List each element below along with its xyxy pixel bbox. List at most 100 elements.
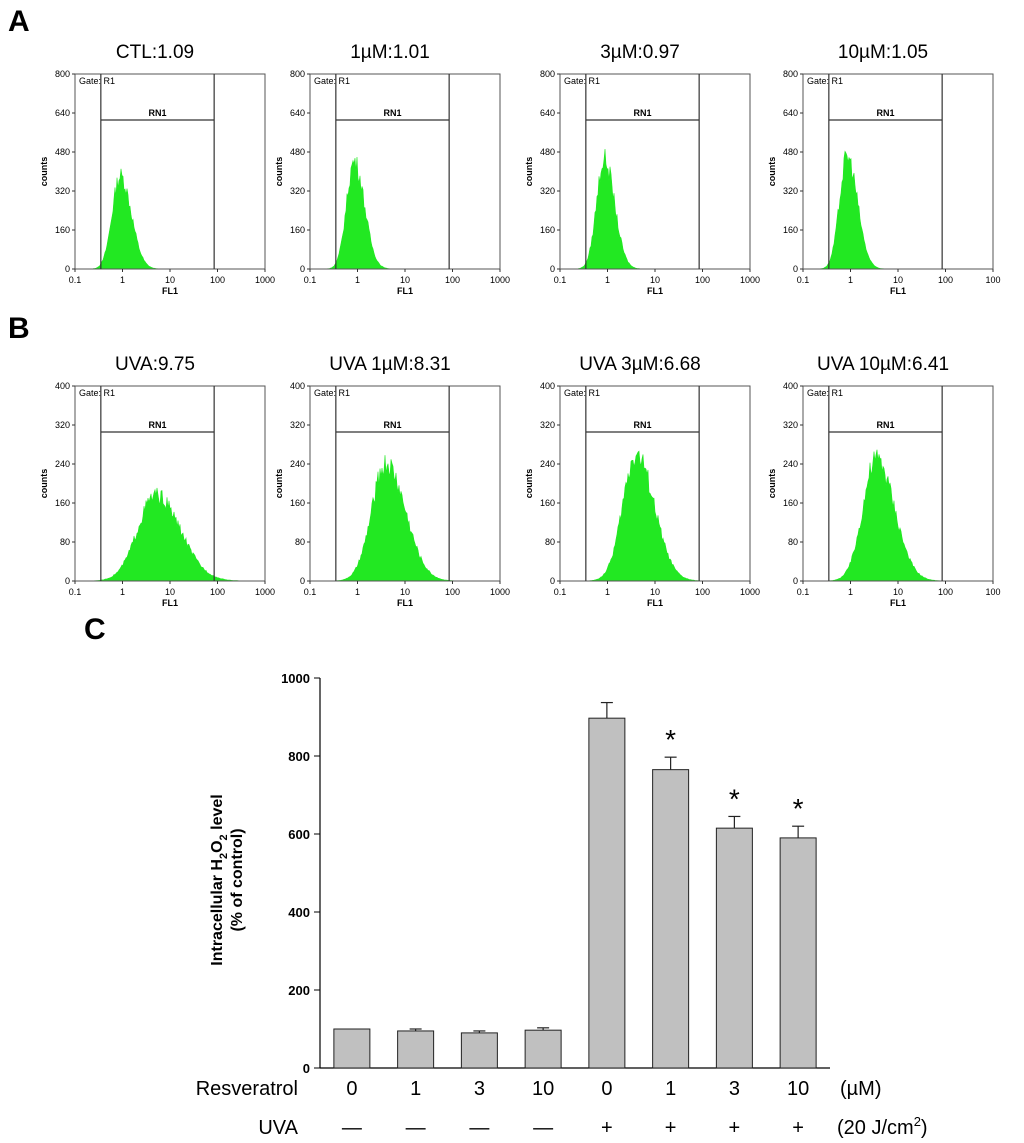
x-tick-label: 100: [210, 275, 225, 285]
y-tick-label: 0: [793, 264, 798, 274]
x-tick-label: 10: [165, 587, 175, 597]
y-tick-label: 160: [783, 225, 798, 235]
histogram-10um: 10µM:1.05 Gate: R1 RN1 0 160 320 480 640 800 0.1 1…: [758, 40, 1024, 305]
significance-marker: *: [665, 724, 676, 755]
histogram-plot: Gate: R1 RN1 0 160 320 480 640 800 0.1 1 10 100 1000…: [524, 69, 760, 296]
x-tick-label: 10: [400, 587, 410, 597]
x-tick-label: 1000: [255, 587, 275, 597]
y-tick-label: 640: [540, 108, 555, 118]
histogram-frame: [559, 73, 751, 270]
marker-label: RN1: [633, 108, 651, 118]
y-tick-label: 320: [540, 420, 555, 430]
y-tick-label: 800: [55, 69, 70, 79]
y-tick-label: 80: [295, 537, 305, 547]
histogram-distribution: [75, 168, 265, 270]
y-tick-label: 160: [290, 225, 305, 235]
category-label: 0: [346, 1078, 357, 1100]
y-tick-label: 320: [290, 186, 305, 196]
histogram-title: UVA:9.75: [115, 354, 195, 375]
x-tick-label: 0.1: [304, 275, 317, 285]
y-tick-label: 200: [288, 983, 310, 998]
bar: [333, 1028, 371, 1069]
marker-label: RN1: [148, 108, 166, 118]
histogram-uva-3um: UVA 3µM:6.68 Gate: R1 RN1 0 80 160 240 320 400 0.…: [515, 352, 765, 614]
gate-label: Gate: R1: [564, 388, 600, 398]
y-tick-label: 320: [540, 186, 555, 196]
uva-label: +: [665, 1117, 677, 1139]
histogram-plot: Gate: R1 RN1 0 80 160 240 320 400 0.1 1 10 100 1000 F…: [524, 381, 760, 608]
y-axis-label: counts: [39, 469, 49, 499]
uva-label: +: [792, 1117, 804, 1139]
x-tick-label: 0.1: [304, 587, 317, 597]
y-tick-label: 320: [55, 420, 70, 430]
histogram-1um: 1µM:1.01 Gate: R1 RN1 0 160 320 480 640 800 0.1 1 1…: [265, 40, 515, 305]
histogram-distribution: [803, 150, 993, 270]
y-tick-label: 160: [55, 498, 70, 508]
y-tick-label: 640: [783, 108, 798, 118]
y-tick-label: 160: [783, 498, 798, 508]
y-tick-label: 320: [290, 420, 305, 430]
histogram-plot: Gate: R1 RN1 0 80 160 240 320 400 0.1 1 10 100 100 FL…: [767, 381, 1001, 608]
y-tick-label: 0: [300, 264, 305, 274]
significance-marker: *: [793, 793, 804, 824]
row-label-uva: UVA: [258, 1117, 298, 1139]
x-axis-label: FL1: [162, 598, 178, 608]
x-tick-label: 10: [650, 275, 660, 285]
histogram-plot: Gate: R1 RN1 0 80 160 240 320 400 0.1 1 10 100 1000 F…: [39, 381, 275, 608]
y-tick-label: 320: [55, 186, 70, 196]
histogram-frame: [802, 73, 994, 270]
y-axis-label: counts: [524, 157, 534, 187]
x-tick-label: 0.1: [69, 587, 82, 597]
x-tick-label: 1000: [490, 275, 510, 285]
y-tick-label: 160: [55, 225, 70, 235]
y-tick-label: 400: [540, 381, 555, 391]
category-label: 1: [665, 1078, 676, 1100]
y-tick-label: 480: [540, 147, 555, 157]
x-tick-label: 1: [848, 587, 853, 597]
x-tick-label: 1: [355, 587, 360, 597]
bar: [652, 769, 690, 1069]
significance-marker: *: [729, 783, 740, 814]
y-tick-label: 0: [550, 576, 555, 586]
gate-label: Gate: R1: [807, 76, 843, 86]
x-tick-label: 1000: [255, 275, 275, 285]
marker-label: RN1: [383, 108, 401, 118]
x-tick-label: 100: [985, 587, 1000, 597]
y-tick-label: 320: [783, 420, 798, 430]
x-tick-label: 100: [210, 587, 225, 597]
y-tick-label: 480: [783, 147, 798, 157]
marker-label: RN1: [876, 420, 894, 430]
x-tick-label: 100: [445, 275, 460, 285]
marker-label: RN1: [876, 108, 894, 118]
y-tick-label: 160: [290, 498, 305, 508]
x-tick-label: 1000: [740, 587, 760, 597]
x-tick-label: 0.1: [797, 587, 810, 597]
histogram-title: UVA 1µM:8.31: [329, 354, 451, 375]
x-tick-label: 1: [120, 275, 125, 285]
y-tick-label: 240: [290, 459, 305, 469]
bar: [397, 1030, 435, 1069]
histogram-title: UVA 10µM:6.41: [816, 354, 950, 375]
x-tick-label: 1: [605, 587, 610, 597]
x-tick-label: 0.1: [554, 275, 567, 285]
y-tick-label: 400: [783, 381, 798, 391]
panel-label-b: B: [8, 312, 30, 345]
histogram-frame: [309, 73, 501, 270]
y-tick-label: 400: [290, 381, 305, 391]
histogram-uva-1um: UVA 1µM:8.31 Gate: R1 RN1 0 80 160 240 320 400 0.…: [265, 352, 515, 614]
bar: [460, 1032, 498, 1069]
x-axis-label: FL1: [397, 598, 413, 608]
y-tick-label: 800: [288, 749, 310, 764]
row-label-resveratrol: Resveratrol: [196, 1078, 298, 1100]
x-tick-label: 10: [650, 587, 660, 597]
category-label: 10: [532, 1078, 554, 1100]
y-tick-label: 1000: [281, 671, 310, 686]
y-tick-label: 0: [550, 264, 555, 274]
y-axis-label: counts: [767, 157, 777, 187]
marker-label: RN1: [383, 420, 401, 430]
gate-label: Gate: R1: [79, 76, 115, 86]
ylabel-line1: Intracellular H2O2 level: [209, 794, 230, 965]
gate-label: Gate: R1: [79, 388, 115, 398]
x-tick-label: 10: [893, 275, 903, 285]
